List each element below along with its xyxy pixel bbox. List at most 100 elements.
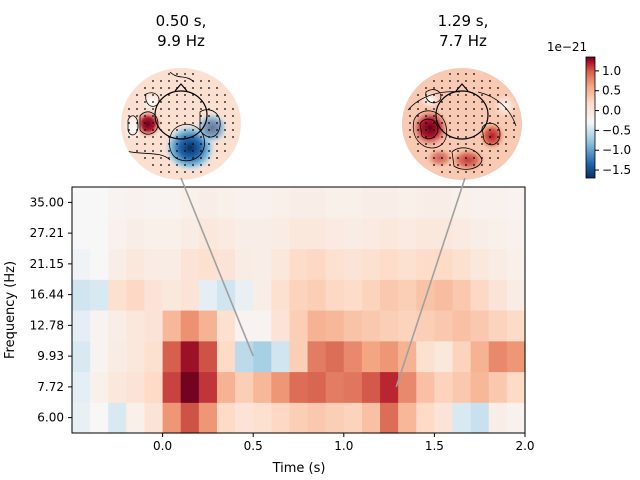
sensor-dot	[232, 136, 234, 138]
heatmap-cell-21.15-1	[90, 248, 109, 280]
sensor-dot	[128, 108, 130, 110]
heatmap-cell-7.72-0	[72, 371, 91, 403]
sensor-dot	[152, 101, 154, 103]
heatmap-cell-6.00-7	[198, 402, 218, 434]
sensor-dot	[184, 115, 186, 117]
heatmap-cell-27.21-21	[452, 217, 472, 250]
heatmap-cell-6.00-2	[108, 402, 127, 434]
heatmap-cell-12.78-19	[416, 310, 435, 342]
sensor-dot	[481, 101, 483, 103]
heatmap-cell-35.00-1	[90, 187, 109, 219]
heatmap-cell-16.44-3	[126, 279, 146, 311]
heatmap-cell-6.00-17	[380, 402, 399, 434]
sensor-dot	[465, 136, 467, 138]
heatmap-cell-35.00-15	[343, 187, 363, 219]
y-tick-label: 35.00	[30, 195, 64, 209]
heatmap-cell-16.44-20	[434, 279, 454, 311]
sensor-dot	[184, 122, 186, 124]
sensor-dot	[208, 143, 210, 145]
sensor-dot	[224, 94, 226, 96]
heatmap-cell-6.00-24	[506, 402, 526, 434]
sensor-dot	[152, 80, 154, 82]
sensor-dot	[128, 136, 130, 138]
sensor-dot	[152, 87, 154, 89]
sensor-dot	[449, 164, 451, 166]
sensor-dot	[216, 129, 218, 131]
sensor-dot	[457, 73, 459, 75]
topomap-1-head-outline	[154, 90, 208, 140]
sensor-dot	[473, 115, 475, 117]
y-tick-label: 27.21	[30, 226, 64, 240]
sensor-dot	[513, 136, 515, 138]
sensor-dot	[513, 108, 515, 110]
heatmap-cell-12.78-13	[307, 310, 327, 342]
sensor-dot	[144, 115, 146, 117]
heatmap-cell-27.21-20	[434, 217, 454, 250]
sensor-dot	[433, 115, 435, 117]
sensor-dot	[144, 101, 146, 103]
sensor-dot	[192, 101, 194, 103]
colorbar: 1e−21 1.0 0.5 0.0 −0.5 −1.0 −1.5	[547, 40, 631, 179]
heatmap-cell-21.15-6	[180, 248, 200, 280]
sensor-dot	[473, 157, 475, 159]
sensor-dot	[192, 171, 194, 173]
heatmap-cell-35.00-20	[434, 187, 454, 219]
heatmap-cell-35.00-6	[180, 187, 200, 219]
sensor-dot	[144, 87, 146, 89]
sensor-dot	[208, 101, 210, 103]
heatmap-cell-35.00-8	[216, 187, 236, 219]
heatmap-cell-6.00-18	[398, 402, 417, 434]
sensor-dot	[433, 157, 435, 159]
heatmap-cell-6.00-12	[289, 402, 309, 434]
sensor-dot	[168, 150, 170, 152]
heatmap-cell-9.93-2	[108, 340, 127, 373]
heatmap-cell-12.78-0	[72, 310, 91, 342]
sensor-dot	[208, 164, 210, 166]
heatmap-cell-12.78-17	[380, 310, 399, 342]
sensor-dot	[457, 171, 459, 173]
sensor-dot	[481, 171, 483, 173]
sensor-dot	[200, 171, 202, 173]
y-tick-label: 16.44	[30, 288, 64, 302]
y-axis-label: Frequency (Hz)	[3, 261, 18, 359]
sensor-dot	[168, 129, 170, 131]
heatmap-cell-21.15-8	[216, 248, 236, 280]
sensor-dot	[128, 129, 130, 131]
sensor-dot	[208, 115, 210, 117]
sensor-dot	[441, 164, 443, 166]
sensor-dot	[176, 73, 178, 75]
sensor-dot	[441, 143, 443, 145]
heatmap-cell-12.78-12	[289, 310, 309, 342]
sensor-dot	[481, 108, 483, 110]
sensor-dot	[489, 150, 491, 152]
sensor-dot	[457, 143, 459, 145]
heatmap-cell-7.72-19	[416, 371, 435, 403]
heatmap-cell-9.93-0	[72, 340, 91, 373]
heatmap-cell-7.72-8	[216, 371, 236, 403]
heatmap-cell-27.21-4	[144, 217, 164, 250]
sensor-dot	[441, 101, 443, 103]
sensor-dot	[481, 150, 483, 152]
heatmap-cell-12.78-3	[126, 310, 146, 342]
heatmap-cell-12.78-15	[343, 310, 363, 342]
sensor-dot	[457, 150, 459, 152]
sensor-dot	[192, 80, 194, 82]
heatmap-cell-12.78-11	[271, 310, 291, 342]
sensor-dot	[457, 101, 459, 103]
sensor-dot	[441, 171, 443, 173]
heatmap-cell-27.21-1	[90, 217, 109, 250]
heatmap-cell-7.72-12	[289, 371, 309, 403]
sensor-dot	[417, 136, 419, 138]
sensor-dot	[425, 157, 427, 159]
sensor-dot	[168, 143, 170, 145]
sensor-dot	[449, 80, 451, 82]
heatmap-cell-35.00-7	[198, 187, 218, 219]
heatmap-cell-7.72-24	[506, 371, 526, 403]
heatmap-cell-35.00-2	[108, 187, 127, 219]
sensor-dot	[160, 157, 162, 159]
heatmap-cell-35.00-21	[452, 187, 472, 219]
sensor-dot	[505, 115, 507, 117]
heatmap-frame	[71, 186, 526, 434]
heatmap-cell-16.44-13	[307, 279, 327, 311]
sensor-dot	[425, 87, 427, 89]
